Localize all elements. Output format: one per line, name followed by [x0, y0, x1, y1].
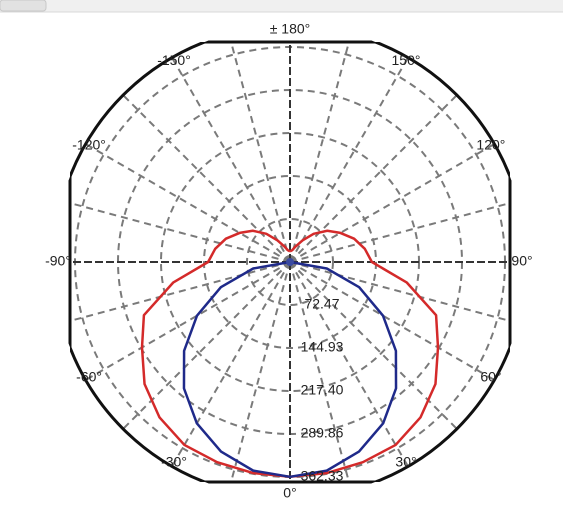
spoke-grid — [289, 53, 411, 263]
radial-label: 72.47 — [304, 296, 339, 312]
angle-label: 30° — [395, 454, 416, 470]
minor-spoke — [226, 261, 291, 482]
series-line — [182, 260, 398, 479]
minor-spoke — [70, 198, 291, 263]
angle-label: -90° — [45, 253, 71, 269]
minor-spoke — [289, 198, 510, 263]
radial-label: 217.40 — [301, 382, 344, 398]
angle-label: 90° — [511, 253, 532, 269]
minor-spoke — [70, 261, 291, 326]
spoke-grid — [169, 261, 291, 471]
spoke-grid — [289, 261, 411, 471]
minor-spoke — [119, 91, 291, 263]
ring-grid — [203, 175, 377, 349]
spoke-grid — [289, 141, 499, 263]
spoke-grid — [289, 261, 499, 383]
angle-label: -60° — [76, 369, 102, 385]
toolbar — [0, 0, 563, 12]
radial-label: 362.33 — [301, 468, 344, 484]
spoke-grid — [81, 261, 291, 383]
minor-spoke — [119, 261, 291, 433]
minor-spoke — [289, 261, 354, 482]
minor-spoke — [289, 261, 510, 326]
minor-spoke — [289, 42, 354, 263]
minor-spoke — [289, 261, 461, 433]
center-dot — [286, 258, 294, 266]
ring-grid — [159, 131, 421, 393]
radial-label: 144.93 — [301, 339, 344, 355]
angle-label: -150° — [157, 52, 191, 68]
angle-label: -120° — [72, 137, 106, 153]
angle-label: 0° — [283, 485, 296, 501]
outer-frame — [68, 40, 512, 484]
angle-label: 150° — [392, 52, 421, 68]
toolbar-button[interactable] — [0, 0, 47, 12]
spoke-grid — [81, 141, 291, 263]
angle-label: 120° — [476, 137, 505, 153]
minor-spoke — [226, 42, 291, 263]
angle-label: -30° — [161, 454, 187, 470]
angle-label: ± 180° — [270, 21, 311, 37]
angle-label: 60° — [480, 369, 501, 385]
spoke-grid — [169, 53, 291, 263]
minor-spoke — [289, 91, 461, 263]
ring-grid — [245, 217, 335, 307]
radial-label: 289.86 — [301, 425, 344, 441]
